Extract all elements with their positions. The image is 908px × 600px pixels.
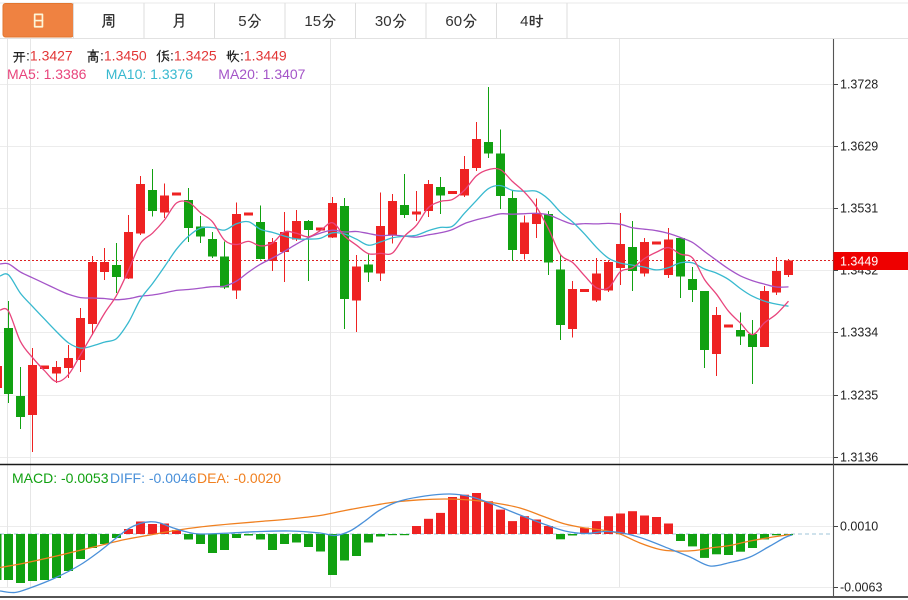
svg-text:1.3531: 1.3531 bbox=[840, 202, 878, 216]
svg-text:-0.0063: -0.0063 bbox=[840, 581, 882, 595]
svg-text:DIFF: -0.0046: DIFF: -0.0046 bbox=[110, 470, 197, 486]
svg-text:MACD: -0.0053: MACD: -0.0053 bbox=[12, 470, 109, 486]
svg-text:1.3728: 1.3728 bbox=[840, 78, 878, 92]
svg-text:1.3334: 1.3334 bbox=[840, 326, 878, 340]
svg-text::1.3449: :1.3449 bbox=[240, 48, 287, 64]
svg-text::1.3425: :1.3425 bbox=[170, 48, 217, 64]
svg-text:0.0010: 0.0010 bbox=[840, 520, 878, 534]
svg-text:15: 15 bbox=[304, 13, 321, 30]
svg-text:4: 4 bbox=[520, 13, 528, 30]
svg-text:MA10: 1.3376: MA10: 1.3376 bbox=[106, 66, 193, 82]
svg-text:1.3235: 1.3235 bbox=[840, 389, 878, 403]
svg-text:60: 60 bbox=[445, 13, 462, 30]
svg-text:1.3449: 1.3449 bbox=[840, 255, 878, 269]
svg-text:DEA: -0.0020: DEA: -0.0020 bbox=[197, 470, 281, 486]
svg-text::1.3450: :1.3450 bbox=[100, 48, 147, 64]
svg-text::1.3427: :1.3427 bbox=[26, 48, 73, 64]
svg-text:MA20: 1.3407: MA20: 1.3407 bbox=[218, 66, 305, 82]
svg-text:MA5: 1.3386: MA5: 1.3386 bbox=[7, 66, 87, 82]
svg-text:1.3629: 1.3629 bbox=[840, 140, 878, 154]
svg-text:5: 5 bbox=[238, 13, 246, 30]
svg-text:30: 30 bbox=[375, 13, 392, 30]
svg-text:1.3136: 1.3136 bbox=[840, 451, 878, 465]
